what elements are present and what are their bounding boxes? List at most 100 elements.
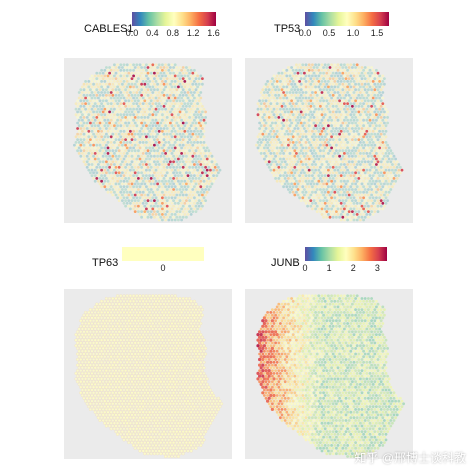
tissue-spot	[132, 327, 136, 331]
tissue-spot	[154, 107, 158, 111]
tissue-spot	[359, 207, 362, 211]
tissue-spot	[351, 215, 354, 219]
tissue-spot	[309, 110, 313, 114]
tissue-spot	[357, 160, 361, 164]
tissue-spot	[312, 199, 316, 203]
tissue-spot	[180, 163, 184, 166]
tissue-spot	[311, 96, 314, 100]
tissue-spot	[263, 102, 266, 105]
tissue-spot	[146, 171, 150, 175]
tissue-spot	[141, 135, 145, 139]
tissue-spot	[346, 135, 349, 139]
tissue-spot	[330, 141, 333, 144]
tissue-spot	[304, 124, 308, 128]
tissue-spot	[376, 204, 380, 208]
tissue-spot	[194, 127, 198, 130]
tissue-spot	[165, 66, 169, 69]
tissue-spot	[375, 157, 378, 161]
tissue-spot	[74, 333, 78, 337]
tissue-spot	[290, 104, 293, 108]
tissue-spot	[128, 327, 132, 331]
tissue-spot	[156, 160, 160, 164]
tissue-spot	[106, 338, 110, 342]
tissue-spot	[173, 360, 177, 364]
tissue-spot	[344, 165, 348, 169]
tissue-spot	[322, 71, 325, 75]
tissue-spot	[351, 154, 354, 158]
tissue-spot	[274, 110, 277, 114]
tissue-spot	[105, 66, 108, 69]
tissue-spot	[144, 305, 148, 309]
tissue-spot	[379, 149, 383, 153]
tissue-spot	[304, 152, 308, 155]
tissue-spot	[331, 171, 335, 175]
tissue-spot	[266, 107, 269, 111]
tissue-spot	[137, 82, 140, 86]
tissue-spot	[79, 341, 83, 345]
tissue-spot	[287, 188, 290, 191]
tissue-spot	[312, 171, 316, 175]
tissue-spot	[331, 66, 335, 69]
tissue-spot	[133, 193, 137, 197]
tissue-spot	[140, 121, 144, 125]
tissue-spot	[173, 218, 177, 222]
tissue-spot	[389, 171, 393, 175]
tissue-spot	[167, 102, 171, 105]
tissue-spot	[116, 327, 120, 331]
tissue-spot	[82, 82, 86, 86]
tissue-spot	[90, 102, 94, 105]
tissue-spot	[127, 121, 131, 125]
tissue-spot	[314, 74, 317, 78]
tissue-spot	[161, 68, 164, 72]
tissue-spot	[263, 107, 266, 111]
tissue-spot	[341, 132, 345, 136]
tissue-spot	[87, 91, 91, 94]
tissue-spot	[328, 93, 332, 97]
tissue-spot	[258, 149, 261, 153]
tissue-spot	[133, 116, 137, 119]
tissue-spot	[124, 302, 128, 306]
tissue-spot	[275, 152, 279, 155]
tissue-spot	[325, 88, 329, 92]
tissue-spot	[85, 319, 89, 323]
tissue-spot	[312, 77, 316, 80]
tissue-spot	[322, 138, 325, 142]
tissue-spot	[132, 163, 136, 166]
tissue-spot	[191, 199, 195, 203]
tissue-spot	[103, 118, 107, 122]
tissue-spot	[338, 104, 341, 108]
tissue-spot	[333, 124, 337, 128]
tissue-spot	[207, 182, 211, 186]
tissue-spot	[309, 171, 313, 175]
tissue-spot	[381, 174, 385, 178]
tissue-spot	[295, 68, 298, 72]
tissue-spot	[87, 124, 91, 128]
tissue-spot	[95, 313, 99, 317]
tissue-spot	[148, 327, 152, 331]
tissue-spot	[87, 80, 91, 83]
tissue-spot	[191, 104, 195, 108]
tissue-spot	[162, 319, 166, 323]
tissue-spot	[130, 324, 134, 328]
tissue-spot	[106, 157, 110, 161]
tissue-spot	[194, 71, 198, 75]
tissue-spot	[141, 179, 145, 183]
tissue-spot	[157, 338, 161, 342]
tissue-spot	[146, 149, 150, 153]
tissue-spot	[114, 177, 118, 180]
tissue-spot	[194, 313, 198, 317]
tissue-spot	[87, 333, 91, 337]
tissue-spot	[319, 193, 322, 197]
tissue-spot	[349, 152, 353, 155]
tissue-spot	[137, 93, 140, 97]
tissue-spot	[111, 357, 115, 362]
tissue-spot	[87, 344, 91, 348]
tissue-spot	[149, 104, 153, 108]
tissue-spot	[317, 157, 321, 161]
tissue-spot	[173, 344, 177, 348]
tissue-spot	[335, 149, 338, 153]
tissue-spot	[143, 99, 147, 103]
tissue-spot	[301, 163, 305, 166]
tissue-spot	[378, 74, 381, 78]
tissue-spot	[323, 179, 327, 183]
